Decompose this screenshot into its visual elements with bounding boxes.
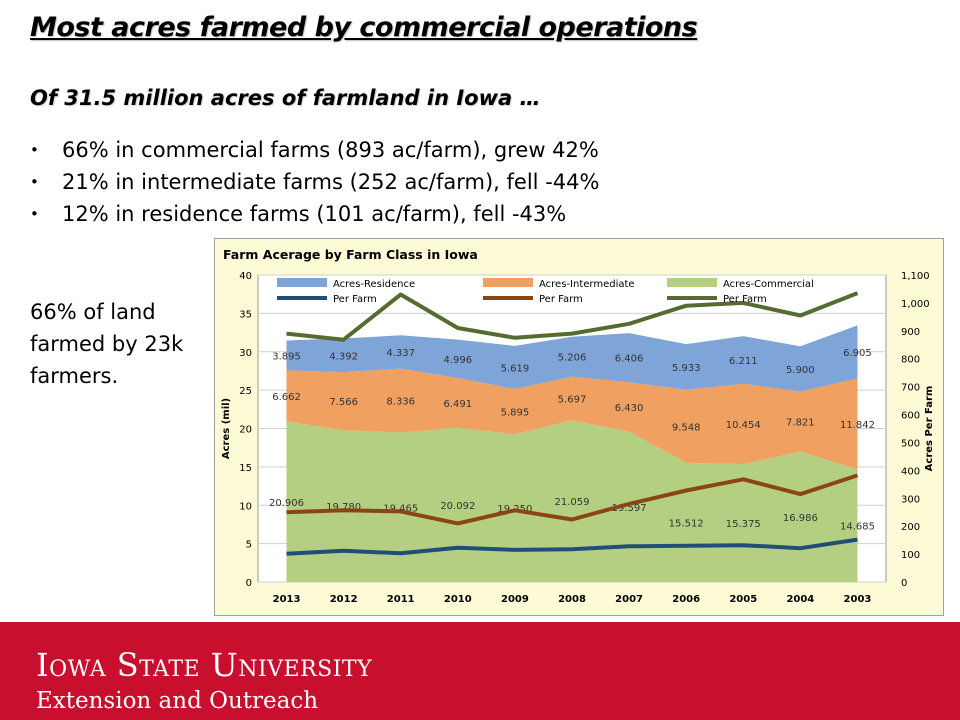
data-label: 5.697 (558, 395, 587, 406)
university-wordmark: Iowa State University (36, 646, 373, 684)
y-tick-label: 15 (239, 463, 252, 474)
slide-subtitle: Of 31.5 million acres of farmland in Iow… (30, 86, 541, 110)
x-tick-label: 2007 (615, 594, 643, 605)
data-label: 4.996 (443, 355, 472, 366)
chart-title: Farm Acerage by Farm Class in Iowa (223, 247, 478, 262)
y2-tick-label: 1,000 (901, 299, 930, 310)
data-label: 6.662 (272, 392, 301, 403)
data-label: 6.491 (443, 399, 472, 410)
area-acres-commercial (286, 420, 858, 582)
x-tick-label: 2011 (387, 594, 415, 605)
per-farm-line (286, 291, 859, 342)
slide-title: Most acres farmed by commercial operatio… (30, 12, 698, 43)
data-label: 10.454 (726, 420, 761, 431)
y2-tick-label: 400 (901, 466, 920, 477)
data-label: 19.780 (326, 502, 361, 513)
data-label: 20.092 (440, 501, 475, 512)
data-label: 6.211 (729, 356, 758, 367)
data-label: 3.895 (272, 351, 301, 362)
data-label: 15.512 (669, 518, 704, 529)
y2-tick-label: 600 (901, 411, 920, 422)
data-label: 16.986 (783, 513, 818, 524)
bullet-item: 12% in residence farms (101 ac/farm), fe… (30, 198, 599, 230)
bullet-item: 66% in commercial farms (893 ac/farm), g… (30, 134, 599, 166)
data-label: 5.895 (501, 408, 530, 419)
data-label: 4.337 (386, 348, 415, 359)
x-tick-label: 2010 (444, 594, 472, 605)
data-label: 8.336 (386, 397, 415, 408)
data-label: 4.392 (329, 351, 358, 362)
area-acres-intermediate (286, 368, 858, 470)
per-farm-line (286, 473, 859, 526)
y2-tick-label: 500 (901, 438, 920, 449)
data-label: 11.842 (840, 420, 875, 431)
legend-swatch (483, 278, 533, 287)
y2-tick-label: 700 (901, 383, 920, 394)
data-label: 15.375 (726, 519, 761, 530)
y-axis-label: Acres (mil) (221, 398, 232, 459)
y-tick-label: 30 (239, 348, 252, 359)
y2-tick-label: 900 (901, 327, 920, 338)
area-acres-residence (286, 325, 858, 392)
legend-label: Acres-Commercial (723, 279, 814, 290)
y-tick-label: 10 (239, 501, 252, 512)
data-label: 19.465 (383, 503, 418, 514)
footer-banner: Iowa State University Extension and Outr… (0, 622, 960, 720)
data-label: 9.548 (672, 422, 701, 433)
legend-label: Per Farm (539, 294, 583, 305)
legend-swatch (277, 278, 327, 287)
x-tick-label: 2013 (273, 594, 301, 605)
data-label: 5.933 (672, 363, 701, 374)
x-tick-label: 2012 (330, 594, 358, 605)
data-label: 21.059 (555, 497, 590, 508)
data-label: 14.685 (840, 522, 875, 533)
legend-swatch (667, 278, 717, 287)
bullet-item: 21% in intermediate farms (252 ac/farm),… (30, 166, 599, 198)
x-tick-label: 2006 (672, 594, 700, 605)
x-tick-label: 2009 (501, 594, 529, 605)
x-tick-label: 2008 (558, 594, 586, 605)
data-label: 6.406 (615, 354, 644, 365)
y-tick-label: 40 (239, 271, 252, 282)
data-label: 5.900 (786, 365, 815, 376)
y-tick-label: 20 (239, 425, 252, 436)
data-label: 6.905 (843, 348, 872, 359)
y2-tick-label: 100 (901, 550, 920, 561)
legend-label: Per Farm (723, 294, 767, 305)
y2-tick-label: 800 (901, 355, 920, 366)
data-label: 7.566 (329, 397, 358, 408)
y-tick-label: 35 (239, 309, 252, 320)
legend-label: Acres-Residence (333, 279, 415, 290)
y-tick-label: 25 (239, 386, 252, 397)
legend-label: Acres-Intermediate (539, 279, 635, 290)
data-label: 7.821 (786, 418, 815, 429)
side-note: 66% of land farmed by 23k farmers. (30, 300, 184, 388)
y2-tick-label: 0 (901, 578, 907, 589)
x-tick-label: 2005 (729, 594, 757, 605)
data-label: 20.906 (269, 498, 304, 509)
y-tick-label: 0 (246, 578, 252, 589)
data-label: 6.430 (615, 403, 644, 414)
y2-tick-label: 1,100 (901, 271, 930, 282)
data-label: 19.597 (612, 503, 647, 514)
data-label: 5.619 (501, 363, 530, 374)
unit-name: Extension and Outreach (36, 688, 319, 714)
farm-acreage-chart: Farm Acerage by Farm Class in Iowa 0 5 10 15… (221, 247, 935, 605)
chart-panel: Farm Acerage by Farm Class in Iowa 0 5 10 15… (214, 238, 944, 616)
per-farm-line (286, 537, 858, 556)
data-label: 5.206 (558, 353, 587, 364)
x-tick-label: 2003 (844, 594, 872, 605)
y2-axis-label: Acres Per Farm (924, 386, 935, 472)
legend-label: Per Farm (333, 294, 377, 305)
x-tick-label: 2004 (786, 594, 814, 605)
y2-tick-label: 300 (901, 494, 920, 505)
y2-tick-label: 200 (901, 522, 920, 533)
y-tick-label: 5 (246, 540, 252, 551)
bullet-list: 66% in commercial farms (893 ac/farm), g… (30, 134, 599, 230)
